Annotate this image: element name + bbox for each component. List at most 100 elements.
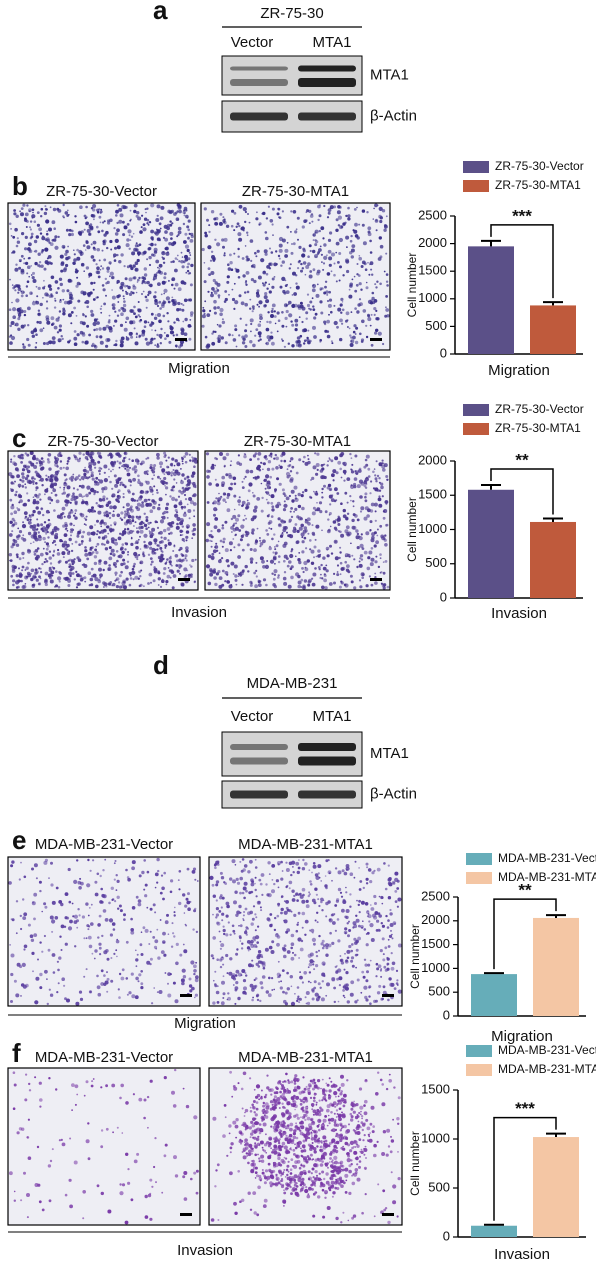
cell xyxy=(318,501,323,505)
cell xyxy=(164,337,167,341)
cell xyxy=(8,222,12,226)
cell xyxy=(222,245,225,249)
cell xyxy=(379,949,383,953)
cell xyxy=(34,537,39,542)
cell xyxy=(235,268,240,273)
cell xyxy=(111,584,114,587)
cell xyxy=(298,1001,301,1004)
cell xyxy=(316,502,318,504)
cell xyxy=(111,464,115,468)
cell xyxy=(63,515,66,518)
cell xyxy=(176,235,179,238)
cell xyxy=(283,910,288,915)
cell xyxy=(390,929,392,932)
cell xyxy=(108,546,112,550)
cell xyxy=(246,231,249,234)
cell xyxy=(339,551,342,554)
cell xyxy=(262,966,266,970)
cell xyxy=(27,531,32,536)
scale-bar xyxy=(180,1213,192,1216)
cell xyxy=(340,311,343,314)
cell xyxy=(151,477,154,480)
cell xyxy=(286,928,291,932)
cell xyxy=(131,518,135,521)
cell xyxy=(215,483,220,487)
cell xyxy=(155,1181,157,1184)
cell xyxy=(133,209,137,214)
cell xyxy=(288,880,293,885)
cell xyxy=(272,577,276,581)
cell xyxy=(19,210,21,213)
cell xyxy=(75,315,78,317)
cell xyxy=(107,532,110,535)
cell xyxy=(313,980,317,984)
cell xyxy=(286,564,290,568)
cell xyxy=(179,572,181,575)
cell xyxy=(336,325,339,329)
cell xyxy=(15,263,18,266)
cell xyxy=(342,985,346,989)
cell xyxy=(335,218,339,222)
cell xyxy=(53,482,58,487)
cell xyxy=(23,310,27,313)
cell xyxy=(323,578,327,583)
cell xyxy=(52,971,56,974)
cell xyxy=(249,548,253,551)
cell xyxy=(327,900,331,904)
cell xyxy=(174,906,176,909)
cell xyxy=(20,207,24,211)
cell xyxy=(349,452,352,456)
cell xyxy=(329,525,332,528)
cell xyxy=(137,480,141,485)
cell xyxy=(16,962,21,967)
cell xyxy=(116,895,120,899)
cell xyxy=(347,934,350,938)
cell xyxy=(121,550,125,555)
cell xyxy=(298,892,302,896)
cell xyxy=(57,560,61,564)
cell xyxy=(182,320,185,323)
cell xyxy=(125,940,129,944)
cell xyxy=(332,479,335,481)
cell xyxy=(387,881,392,886)
cell xyxy=(312,249,316,254)
cell xyxy=(370,538,375,543)
cell xyxy=(163,510,167,514)
cell xyxy=(106,246,109,250)
cell xyxy=(43,279,45,282)
cell xyxy=(241,891,245,895)
cell xyxy=(305,1002,308,1005)
cell xyxy=(215,572,219,576)
cell xyxy=(216,323,219,326)
cell xyxy=(259,542,264,546)
cell xyxy=(120,518,124,521)
cell xyxy=(356,518,360,522)
cell xyxy=(368,920,371,923)
cell xyxy=(335,228,339,232)
cell xyxy=(323,974,326,978)
cell xyxy=(308,274,313,279)
cell xyxy=(63,481,67,485)
cell xyxy=(130,917,133,921)
cell xyxy=(278,248,283,253)
cell xyxy=(215,287,218,290)
cell xyxy=(304,996,307,999)
cell xyxy=(291,499,295,503)
cell xyxy=(271,223,274,226)
cell xyxy=(44,493,46,496)
cell xyxy=(308,222,311,225)
cell xyxy=(372,218,375,220)
cell xyxy=(222,928,226,933)
cell xyxy=(105,1084,108,1088)
cell xyxy=(309,300,313,304)
cell xyxy=(20,461,23,464)
cell xyxy=(241,257,245,260)
cell xyxy=(214,281,218,285)
cell xyxy=(61,977,65,981)
cell xyxy=(71,563,74,566)
cell xyxy=(14,227,18,232)
cell xyxy=(137,460,140,463)
cell xyxy=(321,577,324,580)
cell xyxy=(343,871,348,876)
cell xyxy=(75,1001,80,1006)
